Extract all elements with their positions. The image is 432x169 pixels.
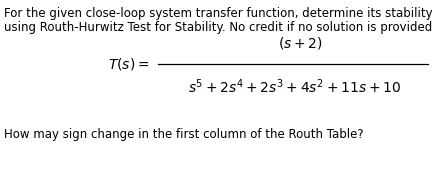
Text: For the given close-loop system transfer function, determine its stability: For the given close-loop system transfer… — [4, 7, 432, 20]
Text: $s^5 + 2s^4 + 2s^3 + 4s^2 + 11s + 10$: $s^5 + 2s^4 + 2s^3 + 4s^2 + 11s + 10$ — [188, 77, 401, 96]
Text: $T(s) =$: $T(s) =$ — [108, 56, 149, 72]
Text: using Routh-Hurwitz Test for Stability. No credit if no solution is provided.: using Routh-Hurwitz Test for Stability. … — [4, 21, 432, 34]
Text: $(s + 2)$: $(s + 2)$ — [278, 35, 322, 51]
Text: How may sign change in the first column of the Routh Table?: How may sign change in the first column … — [4, 128, 364, 141]
